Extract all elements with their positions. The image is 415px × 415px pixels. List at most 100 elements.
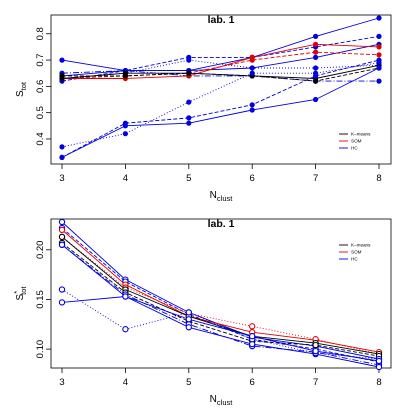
series-line [61, 244, 380, 368]
data-point [313, 78, 319, 84]
data-point [376, 44, 382, 50]
data-point [122, 293, 129, 300]
data-point [122, 131, 128, 137]
panel-top: lab. 1 3 4 5 6 7 8 0.4 0.5 0.6 0.7 0.8 Nclust Stot K–m… [15, 14, 392, 203]
y-tick-label: 0.6 [35, 80, 46, 93]
data-point [376, 78, 382, 84]
series-line [62, 67, 380, 82]
data-point [312, 341, 319, 349]
data-point [313, 33, 319, 40]
series-line [61, 244, 380, 366]
legend-label: HC [351, 146, 358, 151]
data-point [59, 57, 65, 63]
data-point [122, 73, 128, 79]
x-tick-label: 7 [313, 173, 318, 184]
data-point [313, 70, 319, 76]
series-line [61, 236, 380, 355]
data-point [249, 323, 256, 330]
data-point [122, 326, 129, 333]
chart-title: lab. 1 [208, 14, 235, 26]
series-line [61, 221, 380, 360]
data-point [185, 324, 192, 331]
data-point [249, 333, 256, 340]
data-point [249, 70, 255, 76]
data-point [185, 309, 192, 316]
data-point [313, 49, 319, 55]
x-tick-label: 4 [123, 377, 128, 388]
data-point [58, 299, 66, 306]
series-line [61, 51, 380, 79]
panel-bottom: lab. 1 3 4 5 6 7 8 0.10 0.15 0.20 Nclust S*tot K–mea… [12, 218, 392, 407]
data-point [313, 41, 319, 47]
data-point [376, 33, 382, 40]
data-point [186, 99, 192, 105]
y-tick-label: 0.4 [35, 132, 46, 145]
data-point [376, 65, 382, 71]
legend-label: SOM [351, 250, 362, 255]
y-tick-label: 0.20 [35, 241, 46, 260]
data-point [59, 144, 65, 150]
series-line [61, 296, 380, 362]
data-point [376, 60, 382, 66]
data-point [313, 96, 319, 103]
x-axis-label: Nclust [210, 190, 234, 203]
data-point [185, 316, 192, 323]
data-point [186, 120, 192, 126]
y-tick-label: 0.5 [35, 106, 46, 119]
data-point [249, 65, 255, 71]
data-point [59, 73, 65, 79]
data-point [249, 102, 255, 108]
data-point [312, 347, 319, 355]
data-point [375, 357, 383, 365]
legend-label: K–means [351, 132, 371, 137]
x-tick-label: 7 [313, 377, 318, 388]
series-line [61, 17, 380, 72]
x-tick-label: 6 [250, 377, 255, 388]
series-line [61, 289, 380, 360]
series-line [61, 242, 380, 357]
x-tick-label: 5 [186, 173, 191, 184]
data-point [186, 57, 192, 63]
plot-frame [50, 218, 392, 369]
data-point [186, 115, 192, 121]
legend-label: K–means [351, 243, 371, 248]
y-axis-label: S*tot [12, 286, 28, 301]
series-line [61, 229, 380, 353]
series-line [61, 59, 380, 158]
x-tick-label: 3 [59, 377, 64, 388]
data-point [58, 226, 66, 234]
data-point [249, 57, 255, 63]
series-line [61, 67, 380, 158]
data-point [313, 65, 319, 71]
data-point [313, 54, 319, 61]
chart-title: lab. 1 [208, 218, 235, 230]
data-point [249, 107, 255, 113]
y-tick-label: 0.10 [35, 340, 46, 359]
series-line [61, 227, 380, 363]
x-axis-label: Nclust [210, 394, 234, 407]
data-point [186, 70, 192, 76]
data-point [376, 15, 382, 21]
x-tick-label: 4 [123, 173, 128, 184]
x-tick-label: 8 [376, 377, 381, 388]
x-tick-label: 3 [59, 173, 64, 184]
data-point [59, 154, 65, 160]
series-line [61, 62, 380, 148]
y-tick-label: 0.8 [35, 27, 46, 40]
data-point [375, 363, 383, 371]
data-point [122, 120, 128, 126]
x-tick-label: 8 [376, 173, 381, 184]
series-line [61, 236, 380, 355]
y-axis-label: Stot [15, 81, 28, 97]
data-point [58, 241, 66, 248]
y-tick-label: 0.7 [35, 53, 46, 66]
series-line [61, 70, 379, 82]
x-tick-label: 5 [186, 377, 191, 388]
data-point [376, 52, 382, 58]
data-point [58, 218, 66, 226]
data-point [58, 286, 66, 293]
plot-frame [50, 14, 392, 165]
legend-label: HC [351, 257, 358, 262]
data-point [58, 233, 66, 241]
